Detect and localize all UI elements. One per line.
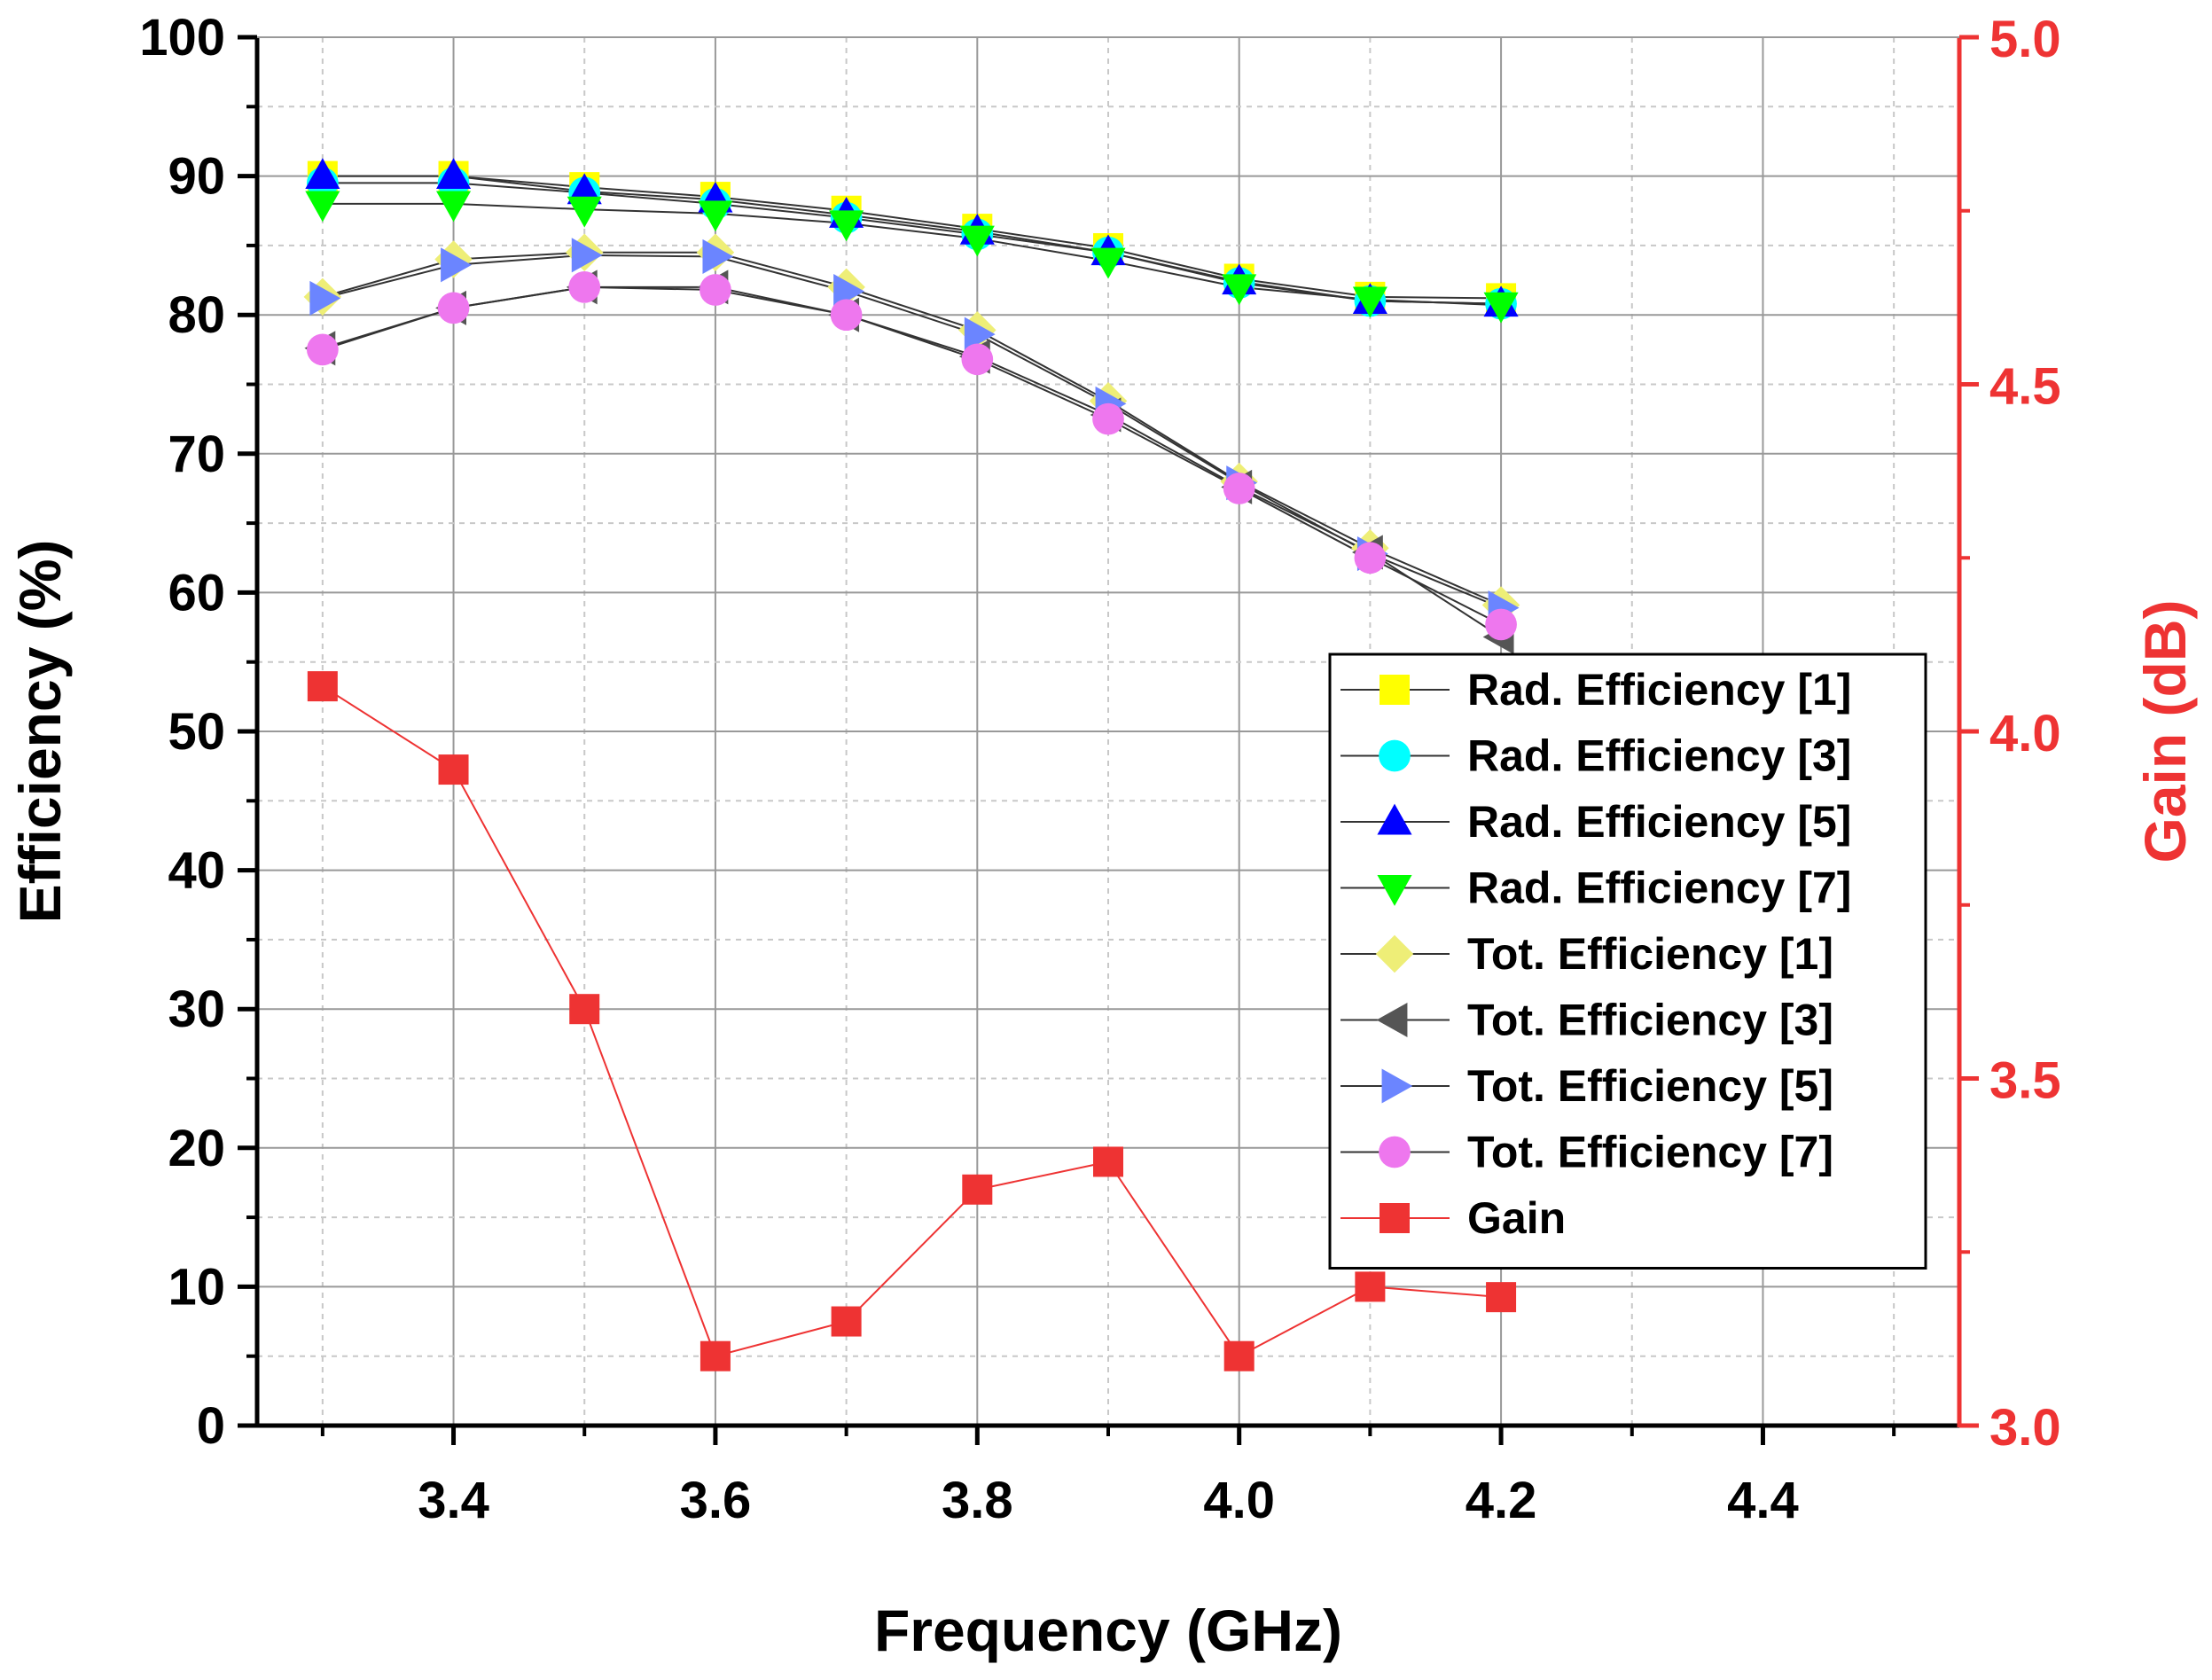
series-line-2 <box>322 175 1502 305</box>
legend-marker <box>1379 739 1411 772</box>
series-line-0 <box>322 175 1502 300</box>
y-tick-label: 10 <box>168 1258 225 1316</box>
data-point-8-9 <box>1486 1282 1517 1313</box>
data-point-8-1 <box>438 754 469 785</box>
data-point-3-4 <box>829 210 864 242</box>
data-point-7-5 <box>961 343 994 376</box>
data-point-3-9 <box>1483 292 1519 324</box>
legend-marker <box>1379 1136 1411 1168</box>
data-point-3-8 <box>1352 286 1387 318</box>
series-line-3 <box>322 202 1502 307</box>
x-tick-label: 3.6 <box>680 1472 752 1529</box>
x-tick-label: 3.4 <box>418 1472 489 1529</box>
legend-label: Rad. Efficiency [7] <box>1467 863 1851 913</box>
y-tick-label: 0 <box>197 1397 225 1455</box>
legend-marker <box>1377 803 1412 835</box>
data-point-7-8 <box>1354 542 1387 574</box>
data-point-3-1 <box>435 191 472 223</box>
legend: Rad. Efficiency [1] Rad. Efficiency [3] Ra… <box>1328 652 1927 1270</box>
data-point-8-3 <box>700 1340 731 1371</box>
data-point-7-2 <box>568 271 601 303</box>
y2-tick-label: 3.0 <box>1989 1399 2061 1457</box>
series-markers <box>303 158 1520 1371</box>
data-point-8-5 <box>962 1174 993 1205</box>
data-point-2-0 <box>305 158 340 190</box>
y2-axis-title: Gain (dB) <box>2132 600 2198 863</box>
series-line-6 <box>322 254 1502 609</box>
data-point-3-6 <box>1090 247 1126 279</box>
y2-tick-label: 5.0 <box>1989 11 2061 68</box>
y-tick-label: 60 <box>168 564 225 621</box>
ticks <box>238 35 1979 1445</box>
legend-label: Gain <box>1467 1193 1566 1243</box>
data-point-7-9 <box>1485 608 1517 641</box>
data-point-3-0 <box>305 191 340 223</box>
data-point-8-7 <box>1223 1340 1255 1371</box>
y-tick-label: 30 <box>168 981 225 1038</box>
data-point-3-3 <box>698 200 733 232</box>
data-point-7-3 <box>700 274 731 306</box>
data-point-8-0 <box>307 671 338 702</box>
legend-label: Tot. Efficiency [1] <box>1467 929 1833 979</box>
data-point-6-5 <box>964 316 996 352</box>
data-point-7-1 <box>437 292 470 324</box>
data-point-3-2 <box>567 196 602 228</box>
data-point-6-2 <box>571 238 603 273</box>
data-point-7-7 <box>1223 473 1255 504</box>
legend-label: Rad. Efficiency [3] <box>1467 731 1851 781</box>
y-tick-label: 70 <box>168 426 225 483</box>
y-tick-label: 90 <box>168 148 225 206</box>
data-point-7-4 <box>830 299 863 332</box>
legend-label: Tot. Efficiency [3] <box>1467 996 1833 1045</box>
data-point-3-5 <box>959 225 995 257</box>
series-lines <box>322 175 1502 1358</box>
data-point-8-8 <box>1355 1271 1386 1302</box>
y-tick-label: 100 <box>139 9 225 66</box>
x-tick-label: 4.2 <box>1466 1472 1537 1529</box>
legend-marker <box>1380 1203 1410 1233</box>
legend-label: Tot. Efficiency [5] <box>1467 1061 1833 1111</box>
tick-labels: 0 10 20 30 40 50 60 70 80 90 100 3.4 3.6 3.8 4.0 4.2 4.4… <box>139 9 2060 1529</box>
data-point-3-7 <box>1222 274 1257 306</box>
legend-marker <box>1375 934 1414 973</box>
data-point-6-1 <box>441 247 472 283</box>
data-point-7-6 <box>1092 402 1124 435</box>
legend-marker <box>1381 1068 1413 1104</box>
x-tick-label: 4.4 <box>1727 1472 1799 1529</box>
legend-label: Tot. Efficiency [7] <box>1467 1128 1833 1177</box>
series-line-7 <box>322 285 1502 626</box>
data-point-8-2 <box>569 994 600 1025</box>
legend-marker <box>1380 675 1410 705</box>
legend-marker <box>1377 875 1412 906</box>
y2-tick-label: 3.5 <box>1989 1052 2061 1110</box>
y-axis-title: Efficiency (%) <box>7 540 73 924</box>
series-line-8 <box>322 685 1502 1358</box>
data-point-8-6 <box>1093 1146 1123 1177</box>
data-point-2-2 <box>567 173 602 205</box>
y-tick-label: 40 <box>168 842 225 900</box>
x-tick-label: 4.0 <box>1203 1472 1275 1529</box>
data-point-8-4 <box>831 1306 862 1337</box>
series-line-4 <box>322 251 1502 606</box>
data-point-7-0 <box>306 333 339 366</box>
y-tick-label: 20 <box>168 1120 225 1177</box>
y-tick-label: 50 <box>168 703 225 761</box>
data-point-2-1 <box>435 158 472 190</box>
legend-label: Rad. Efficiency [5] <box>1467 797 1851 847</box>
legend-marker <box>1376 1002 1408 1038</box>
y-tick-label: 80 <box>168 286 225 344</box>
data-point-6-0 <box>309 280 341 316</box>
y2-tick-label: 4.5 <box>1989 358 2061 416</box>
y2-tick-label: 4.0 <box>1989 705 2061 762</box>
data-point-6-3 <box>702 238 734 274</box>
x-tick-label: 3.8 <box>942 1472 1013 1529</box>
legend-label: Rad. Efficiency [1] <box>1467 665 1851 715</box>
x-axis-title: Frequency (GHz) <box>874 1598 1342 1663</box>
